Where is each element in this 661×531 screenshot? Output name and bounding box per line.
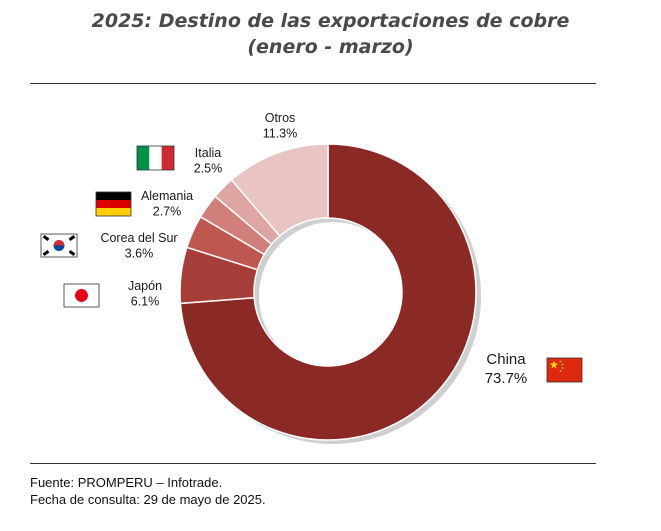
- bottom-divider: [30, 463, 596, 464]
- south-korea-flag-icon: [40, 233, 78, 258]
- slice-value-italia: 2.5%: [194, 162, 223, 176]
- slice-labels: China 73.7% Japón 6.1% Corea del Sur 3.6% Alem…: [100, 111, 527, 387]
- slice-label-otros: Otros: [265, 111, 296, 125]
- flag-icons: [40, 145, 583, 383]
- slice-label-japon: Japón: [128, 279, 162, 293]
- slice-label-china: China: [486, 351, 526, 368]
- slice-otros: [230, 143, 329, 237]
- slice-label-alemania: Alemania: [141, 189, 193, 203]
- slice-value-otros: 11.3%: [263, 127, 298, 141]
- slice-value-alemania: 2.7%: [153, 205, 182, 219]
- query-date-note: Fecha de consulta: 29 de mayo de 2025.: [30, 492, 266, 507]
- slice-label-italia: Italia: [195, 146, 221, 160]
- slice-china: [179, 143, 477, 441]
- germany-flag-icon: [95, 191, 132, 217]
- slice-value-japon: 6.1%: [131, 295, 160, 309]
- donut-slices: [179, 143, 477, 441]
- chart-subtitle: (enero - marzo): [247, 36, 414, 58]
- top-divider: [30, 83, 596, 84]
- slice-value-china: 73.7%: [485, 370, 528, 387]
- chart-title: 2025: Destino de las exportaciones de co…: [91, 10, 570, 32]
- china-flag-icon: [546, 357, 583, 383]
- slice-label-corea-del-sur: Corea del Sur: [100, 231, 177, 245]
- italy-flag-icon: [136, 145, 175, 171]
- source-note: Fuente: PROMPERU – Infotrade.: [30, 475, 223, 490]
- slice-value-corea-del-sur: 3.6%: [125, 247, 154, 261]
- japan-flag-icon: [63, 283, 100, 308]
